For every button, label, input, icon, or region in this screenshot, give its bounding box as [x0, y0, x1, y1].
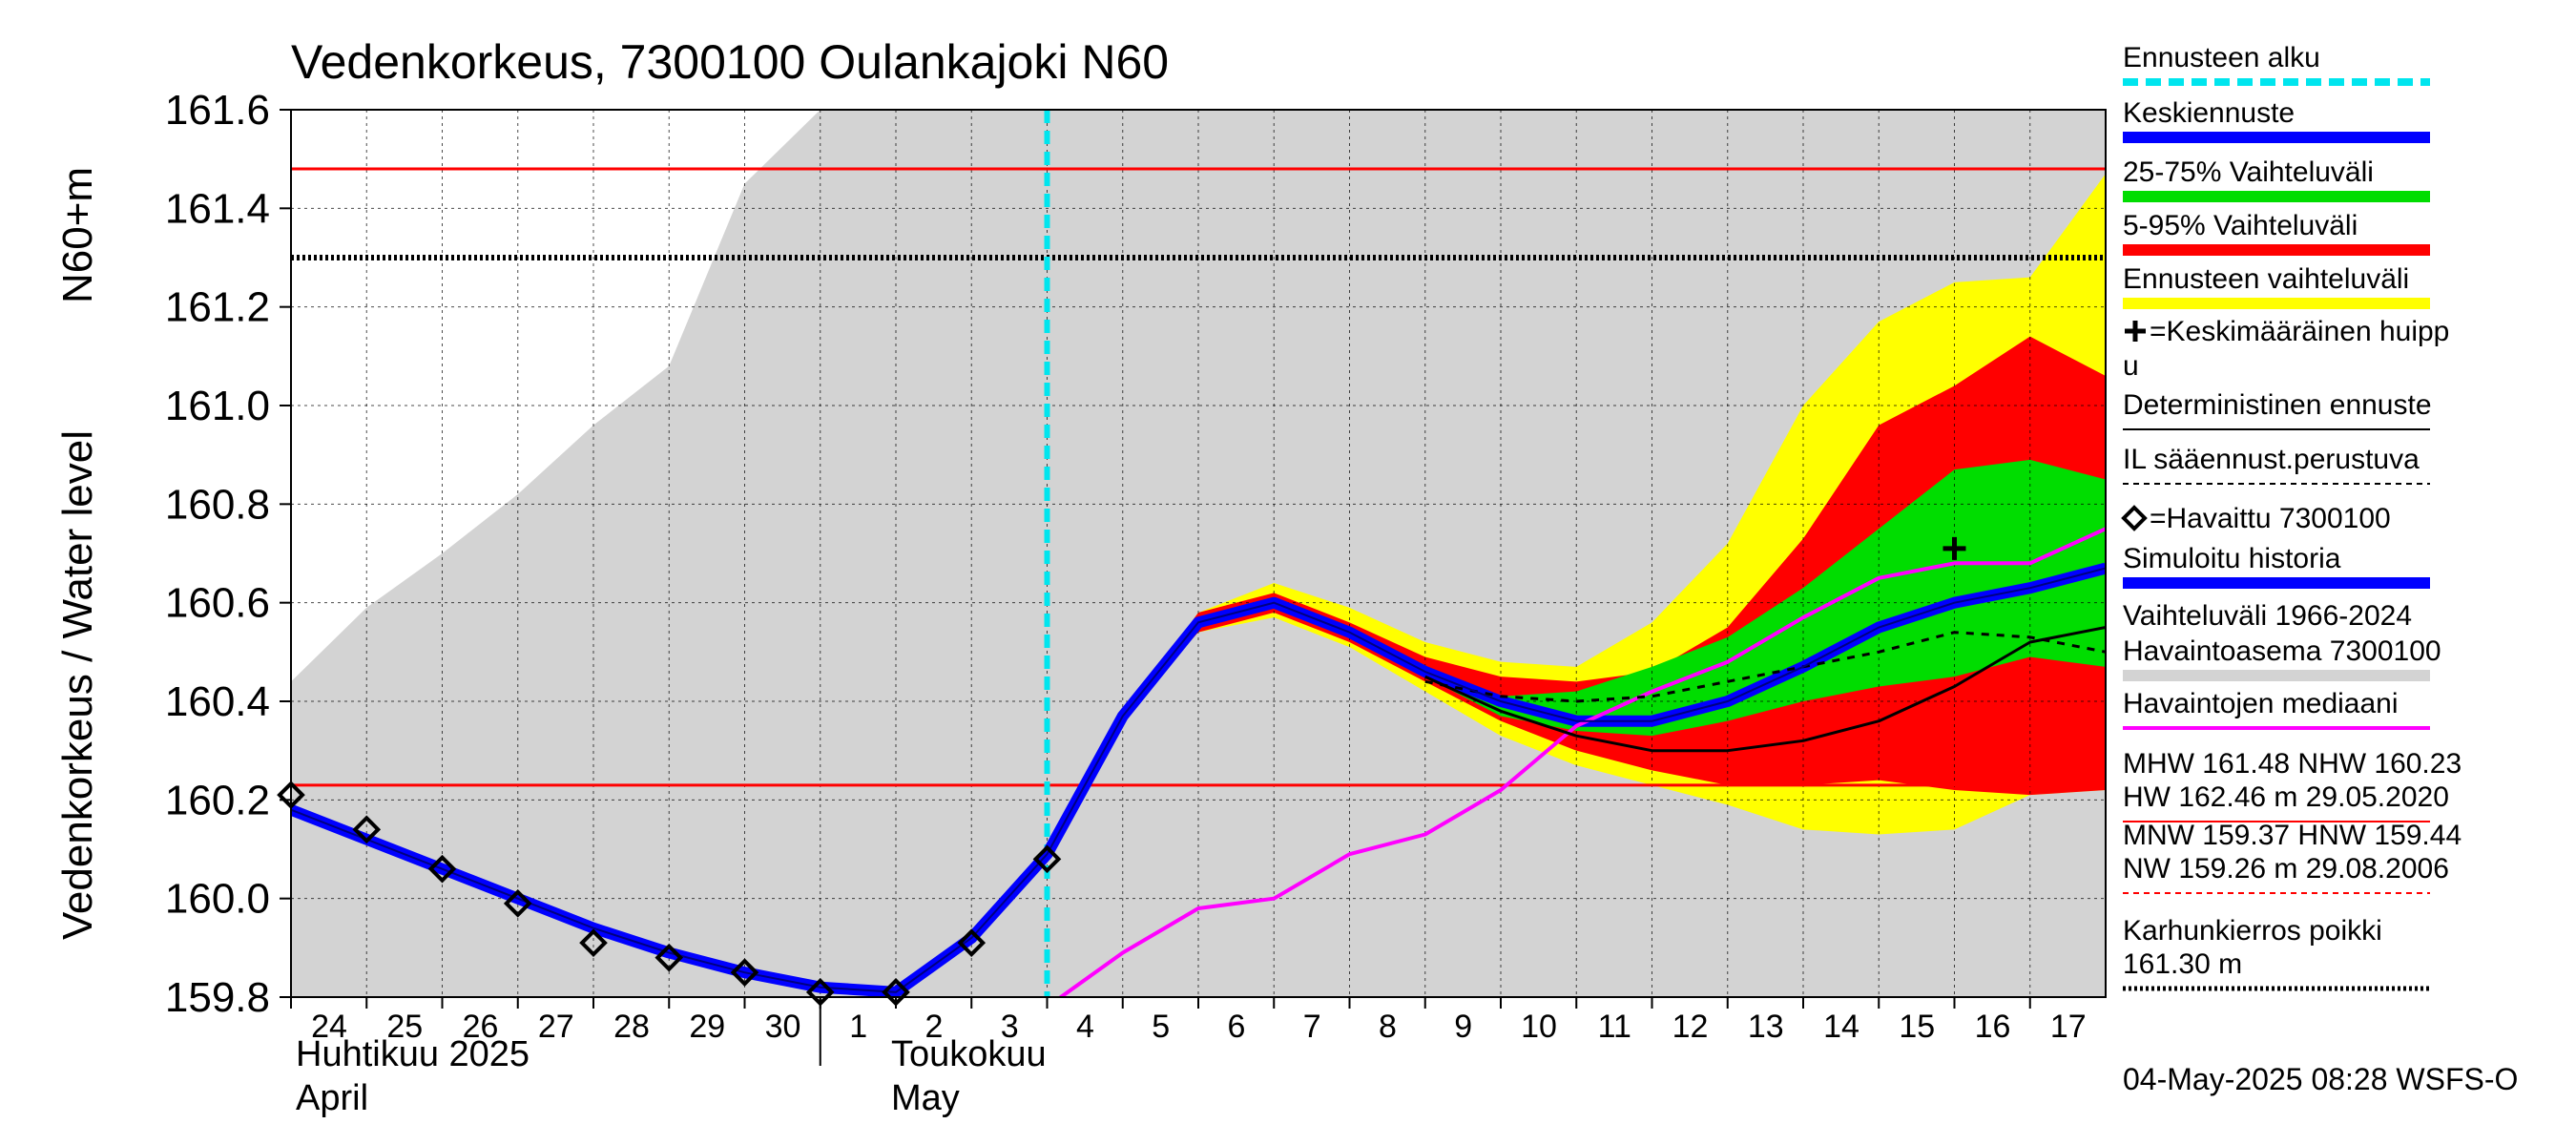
legend-item-label: MNW 159.37 HNW 159.44 [2123, 820, 2462, 851]
month-label-fi: Toukokuu [891, 1034, 1047, 1074]
legend-item-label: NW 159.26 m 29.08.2006 [2123, 853, 2449, 885]
x-tick-label: 1 [849, 1009, 867, 1045]
legend-item-label: =Keskimääräinen huipp [2150, 316, 2449, 347]
y-tick-label: 160.4 [165, 678, 270, 725]
legend-cross-icon [2125, 321, 2146, 342]
y-tick-label: 161.4 [165, 185, 270, 232]
y-tick-label: 161.2 [165, 284, 270, 331]
y-tick-label: 160.0 [165, 876, 270, 923]
x-tick-label: 6 [1228, 1009, 1246, 1045]
legend-item-label: MHW 161.48 NHW 160.23 [2123, 748, 2462, 780]
x-tick-label: 30 [765, 1009, 801, 1045]
x-tick-label: 10 [1521, 1009, 1557, 1045]
mean-peak-marker [1942, 536, 1966, 560]
band-5-95 [1047, 336, 2106, 855]
legend-item-label: Havaintoasema 7300100 [2123, 635, 2441, 667]
series-line-core [291, 567, 2106, 993]
x-tick-label: 8 [1379, 1009, 1397, 1045]
x-tick-label: 15 [1899, 1009, 1935, 1045]
x-tick-label: 25 [386, 1009, 423, 1045]
legend-item-label: Ennusteen alku [2123, 42, 2320, 73]
x-tick-label: 28 [613, 1009, 650, 1045]
month-label-fi: Huhtikuu 2025 [296, 1034, 530, 1074]
x-tick-label: 26 [463, 1009, 499, 1045]
y-tick-label: 159.8 [165, 974, 270, 1021]
month-label-en: April [296, 1078, 368, 1118]
x-tick-label: 11 [1598, 1009, 1631, 1045]
legend: Ennusteen alku Keskiennuste 25-75% Vaihtel… [2121, 42, 2462, 991]
chart-title: Vedenkorkeus, 7300100 Oulankajoki N60 [291, 35, 1169, 89]
observation-point [503, 889, 532, 918]
y-tick-label: 160.6 [165, 580, 270, 627]
observation-point [427, 854, 457, 884]
legend-item-label: Karhunkierros poikki [2123, 915, 2382, 947]
legend-item-label: 161.30 m [2123, 948, 2242, 980]
x-tick-label: 3 [1001, 1009, 1019, 1045]
x-tick-label: 14 [1823, 1009, 1859, 1045]
legend-item-label: =Havaittu 7300100 [2150, 503, 2391, 534]
legend-item-label: 25-75% Vaihteluväli [2123, 156, 2374, 188]
observation-point [730, 958, 759, 987]
band-25-75 [1047, 459, 2106, 855]
y-tick-label: 161.0 [165, 383, 270, 429]
observation-point [579, 928, 608, 957]
legend-item-label: 5-95% Vaihteluväli [2123, 210, 2358, 241]
x-tick-label: 12 [1672, 1009, 1709, 1045]
y-axis-unit: N60+m [54, 167, 101, 303]
x-tick-label: 7 [1303, 1009, 1321, 1045]
legend-diamond-icon [2121, 505, 2148, 531]
y-tick-label: 160.8 [165, 481, 270, 528]
y-tick-label: 160.2 [165, 777, 270, 823]
legend-item-label: Ennusteen vaihteluväli [2123, 263, 2409, 295]
plot-area [277, 109, 2107, 1007]
month-label-en: May [891, 1078, 960, 1118]
x-tick-label: 9 [1454, 1009, 1472, 1045]
observation-point [957, 928, 987, 957]
legend-item-label: Havaintojen mediaani [2123, 688, 2399, 719]
legend-item-label: Keskiennuste [2123, 97, 2295, 129]
x-tick-label: 13 [1748, 1009, 1784, 1045]
y-axis-label: Vedenkorkeus / Water level [54, 430, 101, 940]
x-tick-label: 2 [925, 1009, 944, 1045]
x-tick-label: 17 [2050, 1009, 2087, 1045]
footer-timestamp: 04-May-2025 08:28 WSFS-O [2123, 1062, 2518, 1096]
legend-item-label: IL sääennust.perustuva [2123, 444, 2420, 475]
x-tick-label: 24 [311, 1009, 347, 1045]
series-group [291, 527, 2106, 997]
series-line [1424, 626, 2106, 753]
axes: 159.8 160.0 160.2 160.4 160.6 160.8 161.0 161.2… [165, 87, 2107, 1118]
x-tick-label: 29 [689, 1009, 725, 1045]
observation-point [1032, 844, 1062, 874]
y-tick-label: 161.6 [165, 87, 270, 134]
x-tick-label: 5 [1152, 1009, 1170, 1045]
legend-item-label: Simuloitu historia [2123, 543, 2341, 574]
legend-item-label: Deterministinen ennuste [2123, 389, 2432, 421]
legend-item-label: Vaihteluväli 1966-2024 [2123, 600, 2412, 632]
legend-item-label: u [2123, 350, 2139, 382]
x-tick-label: 4 [1076, 1009, 1094, 1045]
x-tick-label: 16 [1975, 1009, 2011, 1045]
legend-item-label: HW 162.46 m 29.05.2020 [2123, 781, 2449, 813]
x-tick-label: 27 [538, 1009, 574, 1045]
series-line [1057, 527, 2106, 997]
observation-point [654, 943, 684, 972]
observation-point [352, 815, 382, 844]
